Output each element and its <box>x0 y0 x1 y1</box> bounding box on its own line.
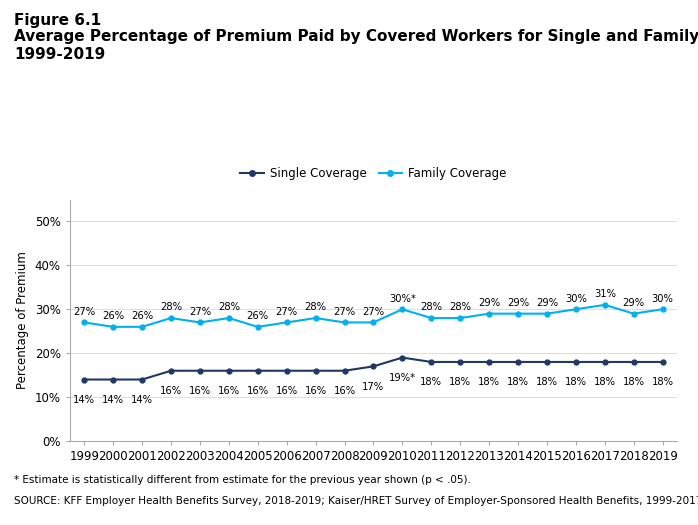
Text: 28%: 28% <box>420 302 443 312</box>
Text: 26%: 26% <box>131 311 153 321</box>
Text: Average Percentage of Premium Paid by Covered Workers for Single and Family Cove: Average Percentage of Premium Paid by Co… <box>14 29 698 44</box>
Text: 14%: 14% <box>73 395 95 405</box>
Text: 26%: 26% <box>102 311 124 321</box>
Text: 16%: 16% <box>304 386 327 396</box>
Text: 16%: 16% <box>189 386 211 396</box>
Text: 16%: 16% <box>246 386 269 396</box>
Text: 30%: 30% <box>652 293 674 304</box>
Text: 18%: 18% <box>565 377 587 387</box>
Text: 27%: 27% <box>334 307 355 317</box>
Text: 28%: 28% <box>160 302 182 312</box>
Text: 18%: 18% <box>450 377 471 387</box>
Text: 28%: 28% <box>218 302 240 312</box>
Text: 28%: 28% <box>304 302 327 312</box>
Y-axis label: Percentage of Premium: Percentage of Premium <box>16 251 29 389</box>
Text: 1999-2019: 1999-2019 <box>14 47 105 62</box>
Text: 27%: 27% <box>189 307 211 317</box>
Text: 29%: 29% <box>536 298 558 308</box>
Text: 30%: 30% <box>565 293 587 304</box>
Text: 18%: 18% <box>623 377 645 387</box>
Text: 26%: 26% <box>246 311 269 321</box>
Text: 28%: 28% <box>450 302 471 312</box>
Text: 27%: 27% <box>73 307 96 317</box>
Text: 31%: 31% <box>594 289 616 299</box>
Text: 14%: 14% <box>102 395 124 405</box>
Text: 18%: 18% <box>420 377 443 387</box>
Text: 27%: 27% <box>276 307 298 317</box>
Text: Figure 6.1: Figure 6.1 <box>14 13 101 28</box>
Legend: Single Coverage, Family Coverage: Single Coverage, Family Coverage <box>236 162 511 184</box>
Text: 17%: 17% <box>362 382 385 392</box>
Text: 16%: 16% <box>334 386 355 396</box>
Text: 18%: 18% <box>478 377 500 387</box>
Text: SOURCE: KFF Employer Health Benefits Survey, 2018-2019; Kaiser/HRET Survey of Em: SOURCE: KFF Employer Health Benefits Sur… <box>14 496 698 506</box>
Text: 18%: 18% <box>652 377 674 387</box>
Text: 27%: 27% <box>362 307 385 317</box>
Text: 18%: 18% <box>536 377 558 387</box>
Text: 18%: 18% <box>507 377 529 387</box>
Text: 16%: 16% <box>218 386 240 396</box>
Text: 29%: 29% <box>623 298 645 308</box>
Text: 30%*: 30%* <box>389 293 416 304</box>
Text: 29%: 29% <box>478 298 500 308</box>
Text: * Estimate is statistically different from estimate for the previous year shown : * Estimate is statistically different fr… <box>14 475 471 485</box>
Text: 14%: 14% <box>131 395 153 405</box>
Text: 18%: 18% <box>594 377 616 387</box>
Text: 29%: 29% <box>507 298 529 308</box>
Text: 16%: 16% <box>276 386 298 396</box>
Text: 16%: 16% <box>160 386 182 396</box>
Text: 19%*: 19%* <box>389 373 416 383</box>
